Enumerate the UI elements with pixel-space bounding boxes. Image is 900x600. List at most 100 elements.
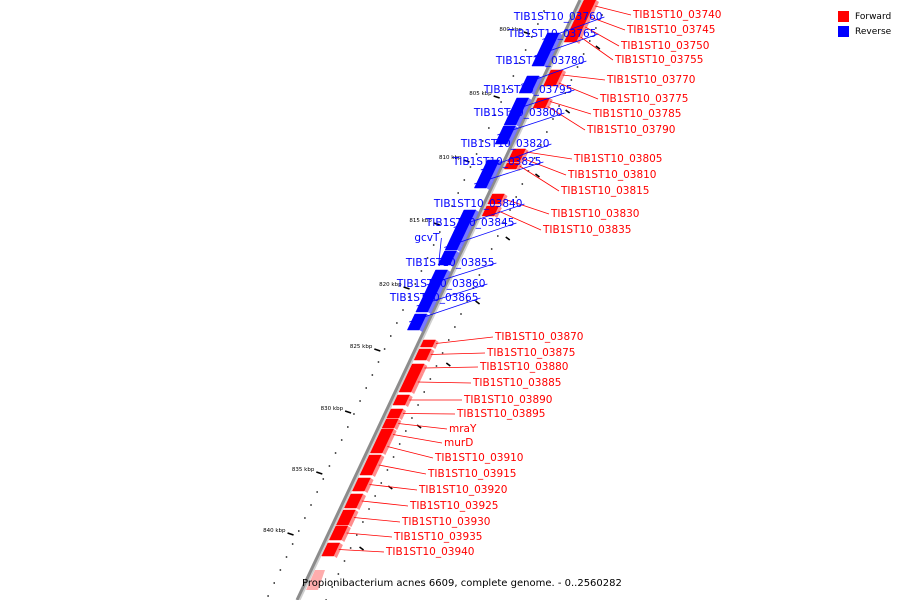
gene-TIB1ST10_03875[interactable]: TIB1ST10_03875 xyxy=(413,347,576,362)
major-tick xyxy=(493,95,500,99)
minor-tick xyxy=(518,62,521,64)
minor-tick xyxy=(374,495,376,497)
gene-TIB1ST10_03840[interactable]: TIB1ST10_03840 xyxy=(433,198,525,247)
minor-tick xyxy=(570,79,573,81)
gene-TIB1ST10_03930[interactable]: TIB1ST10_03930 xyxy=(335,509,491,528)
gene-label: TIB1ST10_03775 xyxy=(599,93,689,105)
gene-TIB1ST10_03815[interactable]: TIB1ST10_03815 xyxy=(503,162,650,197)
gene-TIB1ST10_03910[interactable]: TIB1ST10_03910 xyxy=(369,439,524,464)
gene-TIB1ST10_03760[interactable]: TIB1ST10_03760 xyxy=(513,11,605,48)
minor-tick xyxy=(353,413,355,415)
gene-TIB1ST10_03845[interactable]: TIB1ST10_03845 xyxy=(425,217,517,252)
gene-leader xyxy=(521,60,587,85)
minor-tick xyxy=(537,23,539,25)
major-tick xyxy=(534,173,540,178)
minor-tick xyxy=(304,517,306,519)
gene-label: TIB1ST10_03925 xyxy=(409,500,499,512)
gene-mraY[interactable]: mraY xyxy=(381,418,477,435)
major-tick xyxy=(595,45,601,50)
gene-TIB1ST10_03825[interactable]: TIB1ST10_03825 xyxy=(452,156,544,190)
gene-TIB1ST10_03920[interactable]: TIB1ST10_03920 xyxy=(352,477,508,496)
gene-arrow-face xyxy=(490,160,503,182)
gene-label: TIB1ST10_03815 xyxy=(560,185,650,197)
gene-TIB1ST10_03765[interactable]: TIB1ST10_03765 xyxy=(507,28,599,68)
reverse-swatch xyxy=(838,26,849,37)
minor-tick xyxy=(365,387,367,389)
gene-leader xyxy=(480,143,552,171)
gene-murD[interactable]: murD xyxy=(376,428,473,449)
minor-tick xyxy=(377,361,380,363)
gene-leader xyxy=(547,106,586,131)
gene-arrow-face xyxy=(419,314,430,332)
gene-leader xyxy=(595,5,632,16)
gene-TIB1ST10_03780[interactable]: TIB1ST10_03780 xyxy=(495,55,587,95)
minor-tick xyxy=(356,534,358,536)
gene-TIB1ST10_03855[interactable]: TIB1ST10_03855 xyxy=(405,257,497,302)
minor-tick xyxy=(273,582,275,584)
gene-TIB1ST10_03935[interactable]: TIB1ST10_03935 xyxy=(328,525,483,543)
gene-TIB1ST10_03805[interactable]: TIB1ST10_03805 xyxy=(510,148,663,165)
gene-TIB1ST10_03860[interactable]: TIB1ST10_03860 xyxy=(396,278,488,314)
gene-TIB1ST10_03925[interactable]: TIB1ST10_03925 xyxy=(343,493,499,512)
gene-TIB1ST10_03790[interactable]: TIB1ST10_03790 xyxy=(532,104,676,136)
gene-leader xyxy=(402,413,456,415)
gene-label: TIB1ST10_03835 xyxy=(542,224,632,236)
gene-label: TIB1ST10_03910 xyxy=(434,452,524,464)
gene-leader xyxy=(542,16,605,40)
major-tick xyxy=(344,410,352,414)
gene-arrow-face xyxy=(558,70,566,82)
gene-TIB1ST10_03835[interactable]: TIB1ST10_03835 xyxy=(481,205,632,236)
minor-tick xyxy=(435,365,438,367)
gene-TIB1ST10_03775[interactable]: TIB1ST10_03775 xyxy=(543,79,689,105)
gene-leader xyxy=(498,210,542,231)
minor-tick xyxy=(445,218,447,220)
minor-tick xyxy=(380,482,383,484)
gene-leader xyxy=(497,112,565,136)
gene-arrow[interactable] xyxy=(444,244,460,251)
gene-arrow-face xyxy=(364,478,374,493)
minor-tick xyxy=(481,140,484,142)
minor-tick xyxy=(343,560,346,562)
gene-label: gcvT xyxy=(414,232,440,244)
gene-TIB1ST10_03810[interactable]: TIB1ST10_03810 xyxy=(507,154,657,181)
gene-TIB1ST10_03940[interactable]: TIB1ST10_03940 xyxy=(321,542,475,558)
gene-TIB1ST10_03800[interactable]: TIB1ST10_03800 xyxy=(473,107,565,146)
gene-TIB1ST10_03740[interactable]: TIB1ST10_03740 xyxy=(577,0,722,21)
gene-arrow-face xyxy=(426,349,435,362)
gene-TIB1ST10_03785[interactable]: TIB1ST10_03785 xyxy=(534,97,682,120)
gene-leader xyxy=(589,16,626,31)
gene-TIB1ST10_03880[interactable]: TIB1ST10_03880 xyxy=(408,361,569,374)
tick-label: 805 kbp xyxy=(469,91,492,97)
gene-TIB1ST10_03890[interactable]: TIB1ST10_03890 xyxy=(392,394,553,407)
gene-TIB1ST10_03770[interactable]: TIB1ST10_03770 xyxy=(545,69,696,86)
minor-tick xyxy=(291,543,294,545)
gene-TIB1ST10_03830[interactable]: TIB1ST10_03830 xyxy=(487,193,640,220)
gene-label: TIB1ST10_03890 xyxy=(463,394,553,406)
gene-arrow-face xyxy=(457,245,463,252)
minor-tick xyxy=(582,53,585,55)
gene-label: TIB1ST10_03845 xyxy=(425,217,515,229)
minor-tick xyxy=(423,391,425,393)
gene-label: TIB1ST10_03830 xyxy=(550,208,640,220)
gene-TIB1ST10_03885[interactable]: TIB1ST10_03885 xyxy=(398,371,562,394)
minor-tick xyxy=(396,322,398,324)
gene-TIB1ST10_03820[interactable]: TIB1ST10_03820 xyxy=(460,138,552,182)
gene-TIB1ST10_03870[interactable]: TIB1ST10_03870 xyxy=(419,331,584,349)
gene-TIB1ST10_03895[interactable]: TIB1ST10_03895 xyxy=(386,408,546,420)
gene-leader xyxy=(438,237,442,259)
gene-label: TIB1ST10_03915 xyxy=(427,468,517,480)
minor-tick xyxy=(488,127,490,129)
genome-backbone xyxy=(295,0,582,600)
minor-tick xyxy=(411,417,413,419)
legend-item-forward: Forward xyxy=(838,9,891,24)
gene-TIB1ST10_03745[interactable]: TIB1ST10_03745 xyxy=(573,11,716,36)
gene-arrow-face xyxy=(507,126,519,146)
gene-gcvT[interactable]: gcvT xyxy=(414,232,460,267)
gene-arrow-face xyxy=(545,105,550,110)
gene-TIB1ST10_03915[interactable]: TIB1ST10_03915 xyxy=(359,454,517,480)
gene-TIB1ST10_03865[interactable]: TIB1ST10_03865 xyxy=(389,292,481,332)
major-tick xyxy=(463,159,470,163)
legend-label-forward: Forward xyxy=(855,11,892,22)
gene-TIB1ST10_03795[interactable]: TIB1ST10_03795 xyxy=(483,84,575,127)
tick-label: 800 kbp xyxy=(499,27,522,33)
